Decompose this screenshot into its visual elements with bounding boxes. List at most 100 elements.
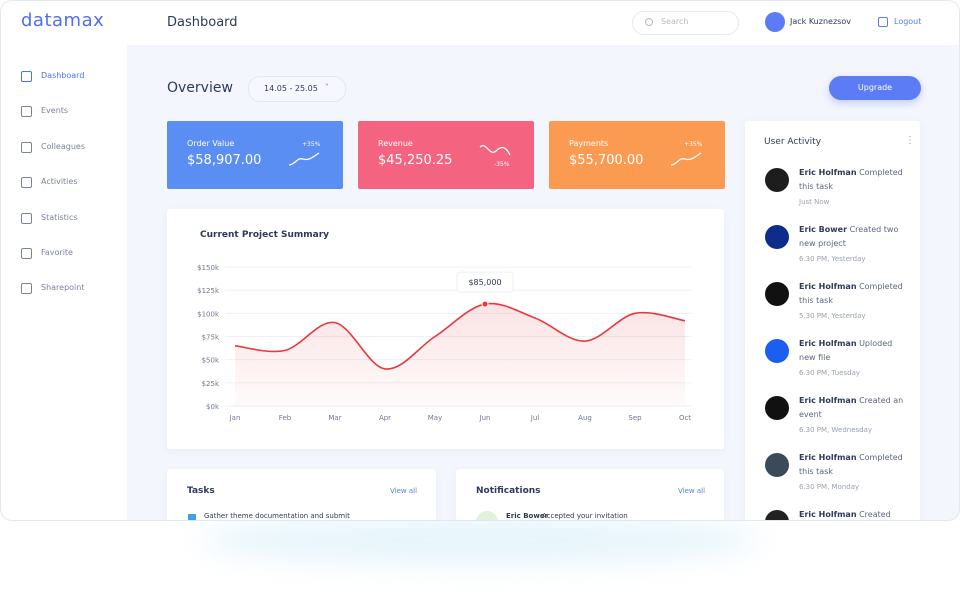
activity-action: Completed this task: [799, 282, 903, 305]
task-text: Gather theme documentation and submit: [204, 512, 350, 520]
activity-user: Eric Holfman: [799, 282, 857, 291]
sidebar-icon: [21, 71, 32, 82]
app-window: datamax Dashboard Search Jack Kuznezsov Logo…: [0, 0, 960, 521]
brand: datamax: [21, 10, 105, 31]
activity-user: Eric Holfman: [799, 510, 857, 519]
sidebar-icon: [21, 141, 32, 153]
stat-label: Revenue: [378, 139, 413, 148]
chart-title: Current Project Summary: [200, 230, 329, 240]
stat-value: $58,907.00: [187, 153, 262, 168]
notification-name: Eric Bower: [506, 512, 549, 520]
stat-card: Payments $55,700.00 +35%: [549, 121, 725, 189]
activity-title: User Activity: [764, 137, 822, 147]
y-tick-label: $0k: [206, 403, 220, 411]
logout[interactable]: Logout: [894, 17, 922, 26]
header-bar: [1, 1, 959, 45]
activity-text: Eric Holfman Completed this task: [799, 166, 904, 194]
activity-text: Eric Holfman Created an event: [799, 394, 904, 422]
sidebar-item[interactable]: Dashboard: [41, 71, 85, 80]
sidebar-item[interactable]: Activities: [41, 177, 78, 187]
page-title: Dashboard: [167, 15, 238, 30]
highlight-point: [481, 300, 489, 308]
y-tick-label: $75k: [202, 334, 220, 342]
sidebar-icon: [21, 283, 32, 295]
sidebar-icon: [21, 177, 32, 189]
notifications-panel: Notifications View all Eric Bower Accepted …: [456, 469, 724, 520]
x-tick-label: Aug: [578, 414, 592, 422]
activity-time: 6.30 PM, Monday: [799, 483, 860, 491]
sidebar-item[interactable]: Statistics: [41, 212, 78, 222]
activity-time: Just Now: [799, 198, 830, 206]
sidebar-item[interactable]: Sharepoint: [41, 283, 85, 293]
upgrade-button[interactable]: Upgrade: [829, 76, 921, 100]
search-icon: [645, 18, 653, 26]
activity-user: Eric Holfman: [799, 453, 857, 462]
stat-value: $55,700.00: [569, 153, 644, 168]
sidebar-item[interactable]: Events: [41, 106, 69, 116]
logout-icon: [878, 17, 888, 27]
date-range[interactable]: 14.05 - 25.05 ˅: [248, 76, 346, 102]
x-tick-label: May: [428, 414, 442, 422]
activity-user: Eric Holfman: [799, 168, 857, 177]
activity-avatar: [765, 168, 789, 192]
sidebar-icon: [21, 248, 32, 259]
y-tick-label: $25k: [202, 380, 220, 388]
activity-action: Uploded new file: [799, 339, 893, 362]
activity-action: Completed this task: [799, 453, 903, 476]
stat-change: +35%: [684, 141, 703, 148]
activity-action: Created: [859, 510, 891, 519]
sidebar-icon: [21, 106, 32, 118]
stat-change: +35%: [302, 141, 321, 148]
activity-text: Eric Bower Created two new project: [799, 223, 904, 251]
activity-avatar: [765, 225, 789, 249]
user-name[interactable]: Jack Kuznezsov: [790, 17, 851, 26]
activity-user: Eric Holfman: [799, 396, 857, 405]
upgrade-text: Upgrade: [857, 83, 893, 92]
sparkline-icon: [479, 145, 511, 156]
sidebar-item[interactable]: Favorite: [41, 248, 73, 257]
activity-avatar: [765, 510, 789, 520]
notification-text: Accepted your invitation: [542, 512, 628, 520]
more-menu[interactable]: ⋮: [905, 135, 915, 146]
activity-time: 6.30 PM, Wednesday: [799, 426, 873, 434]
view-all-link[interactable]: View all: [678, 487, 706, 495]
panel-title: Tasks: [187, 486, 215, 496]
activity-text: Eric Holfman Completed this task: [799, 280, 904, 308]
x-tick-label: Oct: [679, 414, 691, 422]
activity-text: Eric Holfman Uploded new file: [799, 337, 904, 365]
line-area: [235, 303, 685, 406]
activity-avatar: [765, 282, 789, 306]
view-all-link[interactable]: View all: [390, 487, 418, 495]
chart-panel: Current Project Summary $0k $25k $50k $75k $1…: [167, 209, 724, 449]
sidebar-item[interactable]: Colleagues: [41, 141, 85, 151]
stat-change: -35%: [494, 161, 510, 168]
stat-card: Revenue $45,250.25 -35%: [358, 121, 534, 189]
x-tick-label: Mar: [328, 414, 341, 422]
overview-title: Overview: [167, 80, 233, 96]
date-range-text: 14.05 - 25.05: [264, 84, 318, 93]
search-box[interactable]: Search: [632, 11, 739, 35]
y-tick-label: $150k: [197, 264, 220, 272]
checkbox[interactable]: [188, 514, 196, 520]
x-tick-label: Jun: [479, 414, 491, 422]
x-tick-label: Jul: [530, 414, 540, 422]
y-tick-label: $100k: [197, 310, 220, 318]
activity-action: Created an event: [799, 396, 904, 419]
stat-card: Order Value $58,907.00 +35%: [167, 121, 343, 189]
activity-avatar: [765, 396, 789, 420]
activity-time: 5.30 PM, Yesterday: [799, 312, 866, 320]
search-placeholder: Search: [661, 17, 689, 26]
shadow: [200, 515, 760, 565]
x-tick-label: Jan: [229, 414, 241, 422]
sparkline-icon: [670, 152, 702, 166]
stat-label: Payments: [569, 139, 609, 148]
line-series: [234, 302, 686, 370]
activity-time: 6.30 PM, Yesterday: [799, 255, 866, 263]
x-tick-label: Apr: [379, 414, 391, 422]
tooltip-box: [456, 271, 514, 293]
activity-avatar: [765, 339, 789, 363]
activity-action: Created two new project: [799, 225, 899, 248]
sidebar: [1, 45, 127, 520]
stat-value: $45,250.25: [378, 153, 453, 168]
